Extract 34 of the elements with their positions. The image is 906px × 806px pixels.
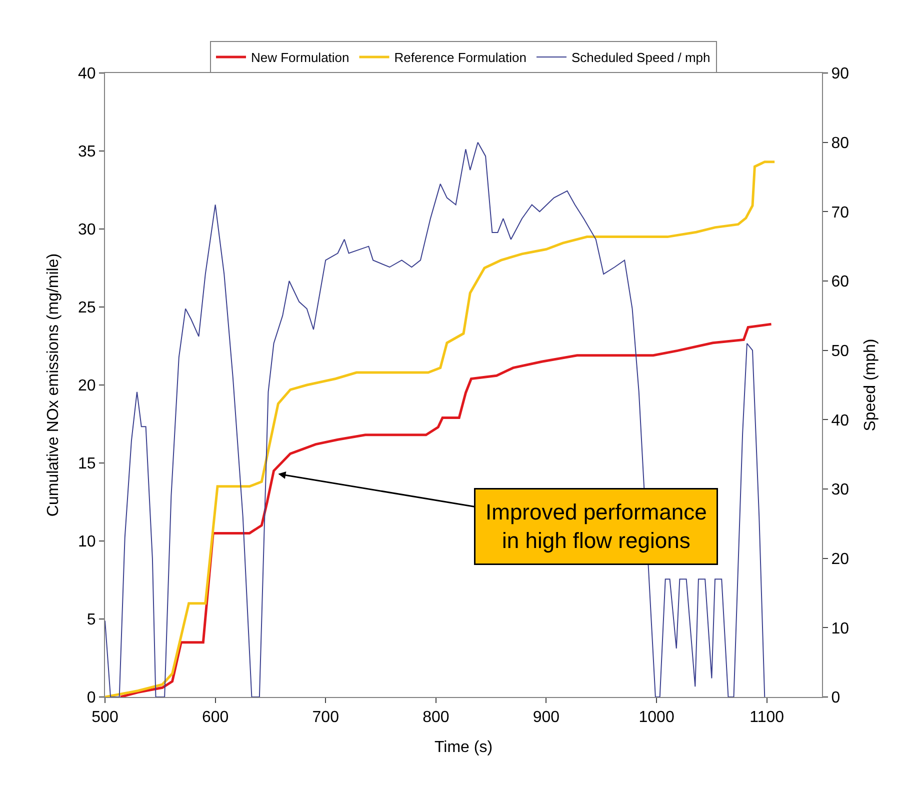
x-tick-label: 1100 (750, 709, 784, 726)
y2-tick-label: 70 (831, 204, 850, 222)
y-tick-label: 0 (86, 690, 96, 707)
y2-tick-label: 30 (831, 482, 850, 499)
x-axis-title: Time (s) (434, 738, 493, 756)
y-tick-label: 5 (86, 612, 96, 629)
y2-tick-label: 60 (831, 274, 850, 291)
x-tick-label: 600 (202, 709, 229, 726)
y2-tick-label: 10 (831, 620, 850, 638)
legend-label: New Formulation (251, 50, 350, 66)
y-tick-label: 35 (78, 144, 96, 161)
x-tick-label: 900 (532, 709, 560, 726)
y2-tick-label: 0 (831, 690, 840, 707)
y-tick-label: 15 (78, 456, 96, 473)
legend-label: Scheduled Speed / mph (572, 50, 710, 66)
x-tick-label: 1000 (638, 709, 674, 726)
y2-tick-label: 90 (831, 66, 850, 83)
y2-tick-label: 50 (831, 342, 850, 360)
y-axis-title: Cumulative NOx emissions (mg/mile) (44, 253, 62, 517)
x-tick-label: 800 (422, 709, 450, 726)
y2-tick-label: 40 (831, 412, 850, 430)
legend-label: Reference Formulation (394, 50, 526, 66)
line-series (119, 322, 773, 697)
y-tick-label: 30 (78, 222, 96, 239)
y-tick-label: 10 (78, 534, 96, 551)
x-tick-label: 700 (312, 709, 340, 726)
y-tick-label: 20 (78, 378, 96, 395)
x-tick-label: 500 (92, 709, 118, 726)
y2-axis-title: Speed (mph) (862, 338, 879, 432)
y-tick-label: 40 (78, 66, 96, 83)
y-tick-label: 25 (78, 300, 96, 317)
y2-tick-label: 80 (831, 134, 850, 152)
annotation: Improved performance in high flow regions (486, 500, 707, 554)
y2-tick-label: 20 (831, 550, 850, 568)
